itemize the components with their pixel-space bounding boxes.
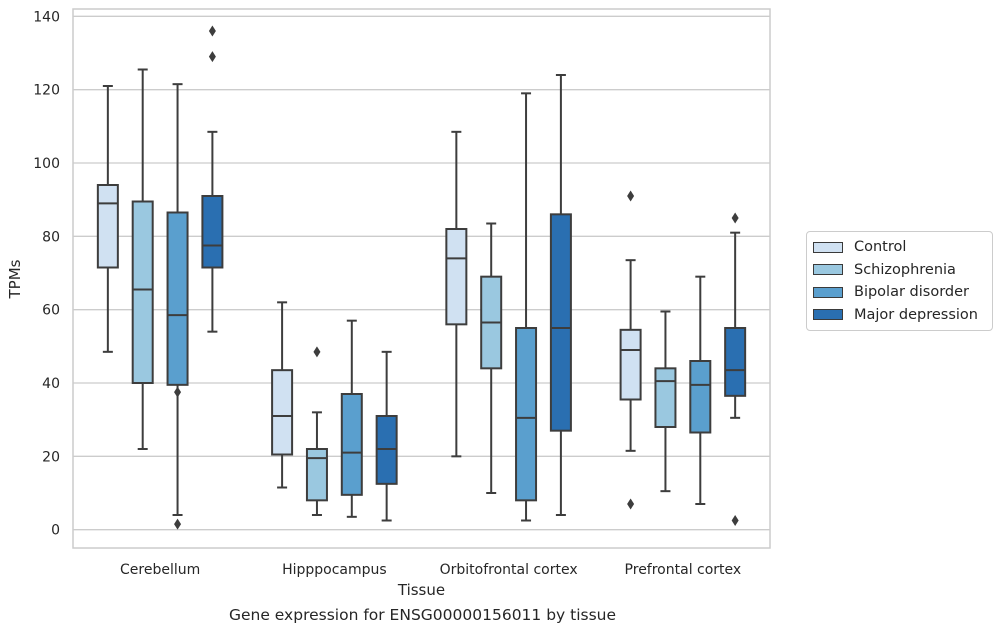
outlier-point <box>174 518 182 530</box>
y-tick-label: 100 <box>33 156 60 172</box>
legend-item: Bipolar disorder <box>807 281 992 304</box>
box-iqr <box>305 448 328 502</box>
outlier-point <box>627 190 635 202</box>
y-tick-label: 80 <box>42 229 60 245</box>
y-tick-label: 140 <box>33 9 60 25</box>
box-orbitofrontal-cortex <box>515 92 538 522</box>
box-cerebellum <box>96 85 119 353</box>
series-bipolar-disorder <box>166 83 712 530</box>
legend-item: Schizophrenia <box>807 259 992 282</box>
box-series <box>96 25 747 530</box>
series-control <box>96 85 642 510</box>
series-major-depression <box>201 25 747 526</box>
box-iqr <box>445 228 468 326</box>
outlier-point <box>731 515 739 526</box>
box-iqr <box>271 369 294 456</box>
legend-label: Major depression <box>854 306 978 323</box>
outlier-point <box>208 51 216 63</box>
box-iqr <box>201 195 224 269</box>
box-orbitofrontal-cortex <box>480 222 503 494</box>
legend-swatch <box>813 286 843 298</box>
box-prefrontal-cortex <box>654 310 677 493</box>
box-prefrontal-cortex <box>724 212 747 526</box>
box-iqr <box>619 328 642 401</box>
y-tick-label: 20 <box>42 449 60 465</box>
outlier-point <box>313 346 321 358</box>
box-iqr <box>654 367 677 429</box>
legend-label: Bipolar disorder <box>854 284 969 301</box>
legend-item: Control <box>807 236 992 259</box>
box-orbitofrontal-cortex <box>445 130 468 458</box>
outlier-point <box>627 498 635 510</box>
y-axis-ticks: 0 20 40 60 80 100 120 140 <box>33 9 60 538</box>
outlier-point <box>208 25 216 37</box>
x-tick-label: Cerebellum <box>120 562 200 578</box>
y-axis-label: TPMs <box>6 259 24 299</box>
chart-title: Gene expression for ENSG00000156011 by t… <box>228 606 617 624</box>
y-tick-label: 40 <box>42 376 60 392</box>
box-prefrontal-cortex <box>619 190 642 510</box>
x-axis-label: Tissue <box>397 581 445 599</box>
x-tick-label: Orbitofrontal cortex <box>440 562 578 578</box>
box-iqr <box>96 184 119 269</box>
x-tick-label: Prefrontal cortex <box>625 562 742 578</box>
box-cerebellum <box>131 68 154 450</box>
legend-swatch <box>813 309 843 321</box>
x-tick-label: Hipppocampus <box>282 562 387 578</box>
box-iqr <box>340 393 363 496</box>
box-iqr <box>166 211 189 386</box>
box-hipppocampus <box>340 319 363 518</box>
box-hipppocampus <box>375 350 398 522</box>
box-iqr <box>724 327 747 397</box>
outlier-point <box>174 386 182 398</box>
box-iqr <box>515 327 538 502</box>
series-schizophrenia <box>131 68 677 516</box>
plot-area <box>72 8 771 549</box>
x-axis-ticks: Cerebellum Hipppocampus Orbitofrontal cort… <box>120 562 741 578</box>
y-tick-label: 0 <box>51 523 60 539</box>
grid-lines <box>73 15 770 531</box>
legend-label: Control <box>854 239 907 256</box>
box-hipppocampus <box>305 346 328 516</box>
box-prefrontal-cortex <box>689 275 712 505</box>
box-hipppocampus <box>271 301 294 489</box>
box-cerebellum <box>201 25 224 333</box>
y-tick-label: 60 <box>42 303 60 319</box>
legend-label: Schizophrenia <box>854 261 956 278</box>
legend: Control Schizophrenia Bipolar disorder Majo… <box>806 231 993 331</box>
box-orbitofrontal-cortex <box>549 74 572 516</box>
legend-swatch <box>813 264 843 276</box>
outlier-point <box>731 212 739 224</box>
legend-item: Major depression <box>807 304 992 327</box>
box-iqr <box>131 200 154 384</box>
legend-swatch <box>813 241 843 253</box>
box-iqr <box>549 213 572 432</box>
box-cerebellum <box>166 83 189 530</box>
y-tick-label: 120 <box>33 83 60 99</box>
box-iqr <box>689 360 712 434</box>
